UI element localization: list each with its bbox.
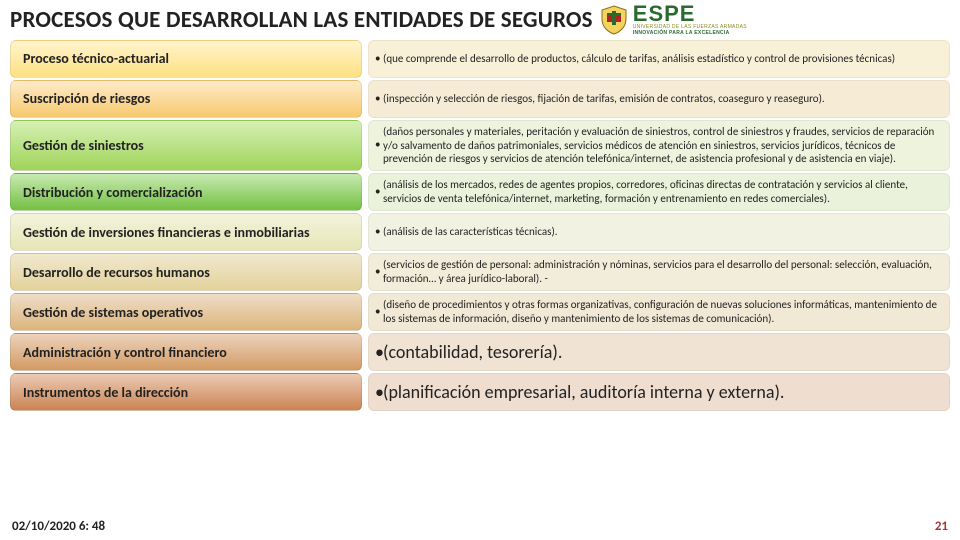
espe-logo: ESPE UNIVERSIDAD DE LAS FUERZAS ARMADAS … xyxy=(601,4,747,36)
bullet-icon: • xyxy=(375,341,384,364)
process-label: Administración y control financiero xyxy=(10,333,362,371)
process-description-text: (contabilidad, tesorería). xyxy=(383,341,562,364)
process-description: •(planificación empresarial, auditoría i… xyxy=(368,373,950,411)
process-label: Gestión de inversiones financieras e inm… xyxy=(10,213,362,251)
process-row: Administración y control financiero•(con… xyxy=(10,333,950,371)
process-label: Desarrollo de recursos humanos xyxy=(10,253,362,291)
logo-line1: UNIVERSIDAD DE LAS FUERZAS ARMADAS xyxy=(633,24,747,30)
process-label: Proceso técnico-actuarial xyxy=(10,40,362,78)
process-description: •(diseño de procedimientos y otras forma… xyxy=(368,293,950,331)
process-description-text: (servicios de gestión de personal: admin… xyxy=(383,258,937,286)
process-label: Gestión de sistemas operativos xyxy=(10,293,362,331)
logo-line2: INNOVACIÓN PARA LA EXCELENCIA xyxy=(633,30,747,36)
process-label: Gestión de siniestros xyxy=(10,120,362,171)
bullet-icon: • xyxy=(375,381,384,404)
process-description: •(servicios de gestión de personal: admi… xyxy=(368,253,950,291)
process-description: •(inspección y selección de riesgos, fij… xyxy=(368,80,950,118)
process-table: Proceso técnico-actuarial•(que comprende… xyxy=(10,40,950,411)
process-label: Suscripción de riesgos xyxy=(10,80,362,118)
logo-big: ESPE xyxy=(633,4,747,24)
process-row: Gestión de sistemas operativos•(diseño d… xyxy=(10,293,950,331)
footer-date: 02/10/2020 6: 48 xyxy=(12,519,105,534)
process-row: Instrumentos de la dirección•(planificac… xyxy=(10,373,950,411)
bullet-icon: • xyxy=(375,52,380,66)
process-description-text: (inspección y selección de riesgos, fija… xyxy=(383,92,825,106)
process-description: •(contabilidad, tesorería). xyxy=(368,333,950,371)
process-label: Instrumentos de la dirección xyxy=(10,373,362,411)
process-row: Desarrollo de recursos humanos•(servicio… xyxy=(10,253,950,291)
process-description-text: (planificación empresarial, auditoría in… xyxy=(383,381,784,404)
process-row: Suscripción de riesgos•(inspección y sel… xyxy=(10,80,950,118)
process-row: Distribución y comercialización•(análisi… xyxy=(10,173,950,211)
page-number: 21 xyxy=(935,519,948,534)
bullet-icon: • xyxy=(375,225,380,239)
process-row: Gestión de inversiones financieras e inm… xyxy=(10,213,950,251)
process-description-text: (que comprende el desarrollo de producto… xyxy=(383,52,895,66)
process-label: Distribución y comercialización xyxy=(10,173,362,211)
process-description-text: (daños personales y materiales, peritaci… xyxy=(383,125,937,166)
process-description-text: (análisis de los mercados, redes de agen… xyxy=(383,178,937,206)
process-description: •(análisis de las características técnic… xyxy=(368,213,950,251)
process-description: •(daños personales y materiales, peritac… xyxy=(368,120,950,171)
process-description: •(que comprende el desarrollo de product… xyxy=(368,40,950,78)
shield-icon xyxy=(601,5,627,35)
bullet-icon: • xyxy=(375,305,380,319)
process-description-text: (análisis de las características técnica… xyxy=(383,225,558,239)
process-row: Gestión de siniestros•(daños personales … xyxy=(10,120,950,171)
process-row: Proceso técnico-actuarial•(que comprende… xyxy=(10,40,950,78)
slide-header: PROCESOS QUE DESARROLLAN LAS ENTIDADES D… xyxy=(10,4,950,36)
slide-footer: 02/10/2020 6: 48 21 xyxy=(12,519,948,534)
process-description-text: (diseño de procedimientos y otras formas… xyxy=(383,298,937,326)
bullet-icon: • xyxy=(375,139,380,153)
slide-title: PROCESOS QUE DESARROLLAN LAS ENTIDADES D… xyxy=(10,6,593,34)
logo-text: ESPE UNIVERSIDAD DE LAS FUERZAS ARMADAS … xyxy=(633,4,747,36)
bullet-icon: • xyxy=(375,265,380,279)
bullet-icon: • xyxy=(375,92,380,106)
process-description: •(análisis de los mercados, redes de age… xyxy=(368,173,950,211)
bullet-icon: • xyxy=(375,185,380,199)
